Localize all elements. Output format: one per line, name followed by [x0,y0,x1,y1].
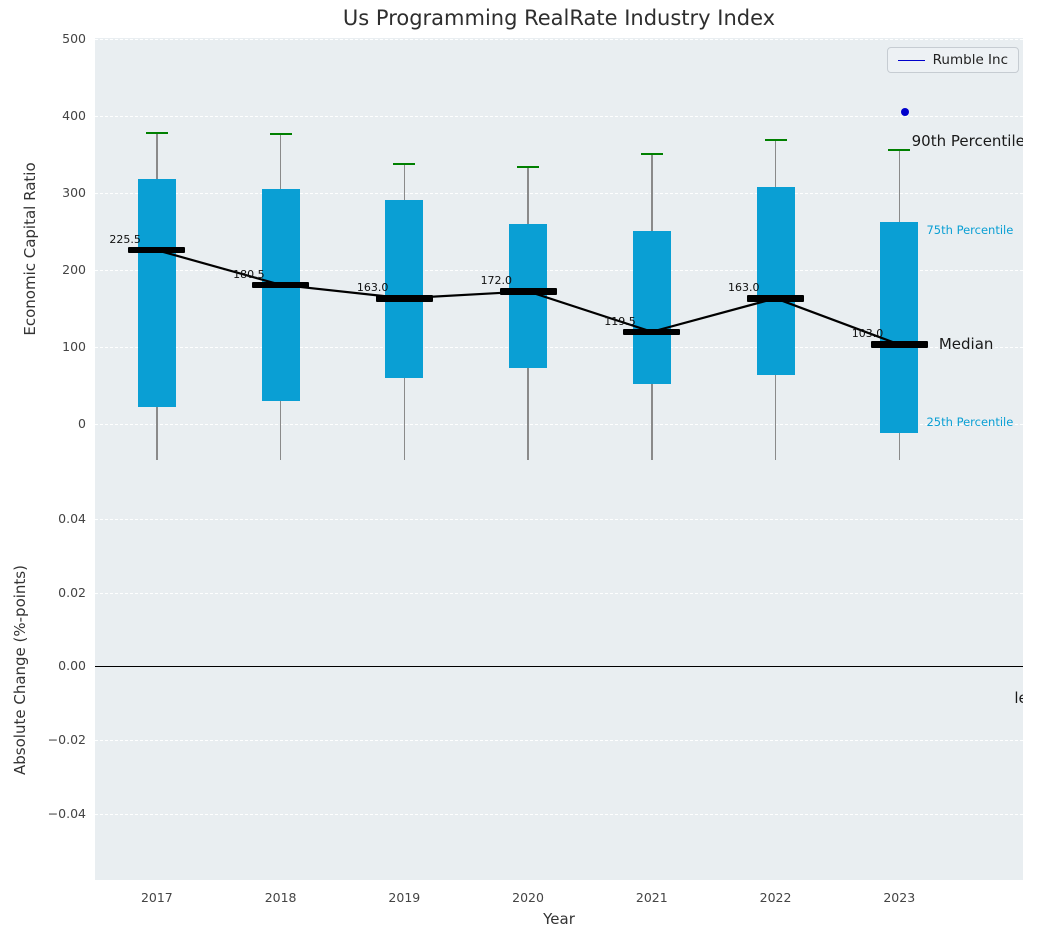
p90-cap-2023 [888,149,911,152]
median-marker-2018 [252,281,310,289]
company-point-rumble-inc [901,107,910,116]
top-axes: Rumble Inc 225.5 180.5 163.0 172.0 119.5 163.… [95,38,1023,460]
legend: Rumble Inc [886,47,1019,73]
xtick-2019: 2019 [388,890,421,905]
x-axis-label: Year [543,910,575,928]
median-value-label-2021: 119.5 [604,314,636,328]
median-marker-2023 [870,341,928,348]
xtick-2021: 2021 [635,890,668,905]
gridline-bottom-3 [95,740,1023,741]
iqr-box-2019 [385,200,424,378]
iqr-box-2017 [137,178,176,407]
gridline-bottom-0 [95,518,1023,520]
median-trend-line [156,249,900,346]
p90-cap-2019 [393,163,416,166]
ytick-bottom-1: 0.02 [58,584,86,600]
chart-title: Us Programming RealRate Industry Index [342,6,776,30]
ytick-top-400: 400 [62,107,86,123]
bottom-axes: le [95,460,1023,880]
median-value-label-2019: 163.0 [356,281,389,295]
iqr-box-2021 [632,231,671,384]
ytick-bottom-3: −0.02 [47,732,86,747]
median-marker-2021 [623,328,681,336]
median-marker-2017 [128,246,186,254]
gridline-bottom-4 [95,813,1023,815]
median-value-label-2023: 103.0 [851,327,884,341]
legend-label: Rumble Inc [932,52,1008,68]
ytick-top-500: 500 [62,30,86,46]
ytick-top-100: 100 [62,338,86,354]
median-value-label-2018: 180.5 [233,267,265,281]
p90-cap-2022 [764,139,787,142]
p90-cap-2018 [269,133,292,136]
annotation-25th-percentile: 25th Percentile [926,415,1014,430]
median-value-label-2020: 172.0 [480,274,513,288]
iqr-box-2018 [261,188,300,401]
ytick-bottom-2: 0.00 [58,658,86,674]
gridline-top-400 [95,115,1023,117]
iqr-box-2022 [756,187,795,376]
gridline-top-300 [95,192,1023,194]
annotation-clipped-le: le [1014,688,1023,707]
iqr-box-2023 [880,222,919,434]
ytick-bottom-0: 0.04 [58,510,86,526]
xtick-2020: 2020 [512,890,544,905]
p90-cap-2021 [640,153,663,156]
xtick-2023: 2023 [883,890,916,905]
ytick-top-0: 0 [78,415,86,431]
median-marker-2022 [747,295,805,302]
gridline-top-100 [95,346,1023,348]
legend-line-sample [897,59,925,61]
ytick-top-300: 300 [62,184,86,200]
annotation-median: Median [938,334,994,353]
gridline-top-500 [95,38,1023,40]
xtick-2017: 2017 [140,890,173,905]
gridline-top-0 [95,423,1023,425]
median-marker-2020 [499,288,557,295]
gridline-bottom-1 [95,592,1023,594]
zero-reference-line [95,666,1023,668]
p90-cap-2020 [517,166,540,169]
median-marker-2019 [375,295,433,302]
xtick-2022: 2022 [759,890,792,905]
y-axis-label-absolute-change: Absolute Change (%-points) [11,565,29,775]
ytick-top-200: 200 [62,261,86,277]
ytick-bottom-4: −0.04 [47,805,86,821]
annotation-90th-percentile: 90th Percentile [911,132,1023,151]
median-value-label-2022: 163.0 [728,281,760,295]
median-value-label-2017: 225.5 [109,233,141,247]
xtick-2018: 2018 [264,890,297,905]
p90-cap-2017 [145,131,168,134]
annotation-75th-percentile: 75th Percentile [926,222,1014,237]
gridline-top-200 [95,269,1023,271]
